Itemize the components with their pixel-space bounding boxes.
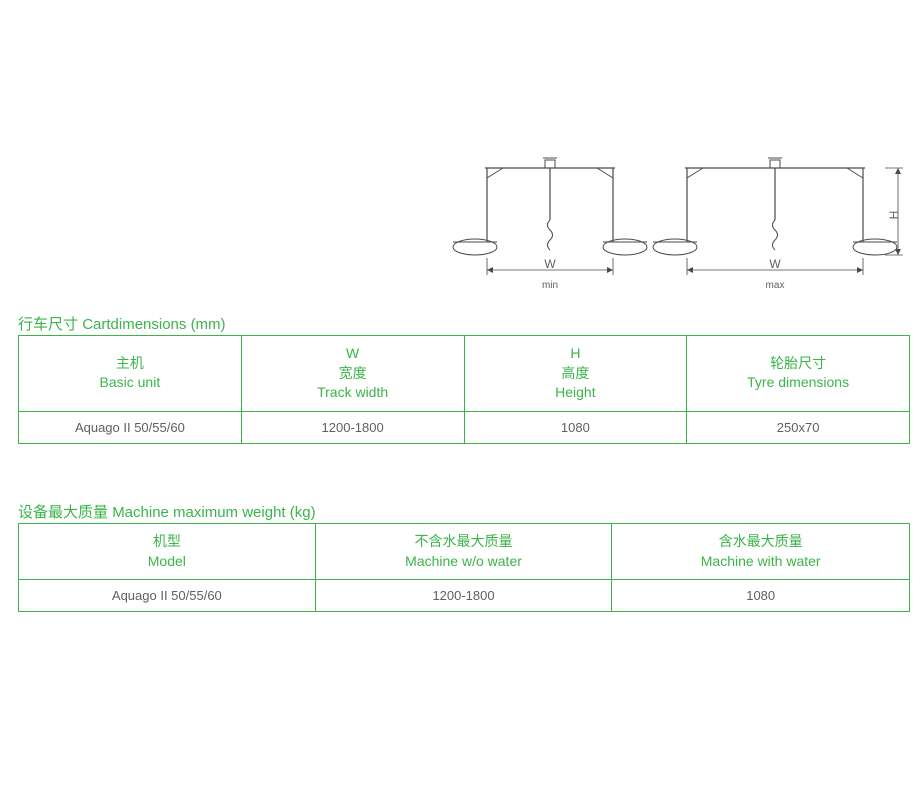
h-label: H bbox=[887, 211, 901, 220]
col-track-width: W 宽度 Track width bbox=[241, 336, 464, 412]
cell: 1080 bbox=[612, 580, 910, 612]
cell: 1080 bbox=[464, 411, 687, 443]
min-label: min bbox=[542, 280, 558, 291]
cart-dimensions-title: 行车尺寸 Cartdimensions (mm) bbox=[18, 313, 226, 334]
cart-min-svg: W min bbox=[453, 158, 647, 291]
title1-cn: 行车尺寸 bbox=[18, 316, 78, 333]
cart-diagram: W min W bbox=[445, 150, 905, 300]
w-label-max: W bbox=[769, 257, 781, 271]
machine-weight-table: 机型 Model 不含水最大质量 Machine w/o water 含水最大质… bbox=[18, 523, 910, 612]
cart-dimensions-table: 主机 Basic unit W 宽度 Track width H 高度 Heig… bbox=[18, 335, 910, 444]
cell: 1200-1800 bbox=[315, 580, 612, 612]
col-wo-water: 不含水最大质量 Machine w/o water bbox=[315, 524, 612, 580]
cell: 250x70 bbox=[687, 411, 910, 443]
table-row: Aquago II 50/55/60 1200-1800 1080 250x70 bbox=[19, 411, 910, 443]
cell: Aquago II 50/55/60 bbox=[19, 580, 316, 612]
cell: 1200-1800 bbox=[241, 411, 464, 443]
col-height: H 高度 Height bbox=[464, 336, 687, 412]
max-label: max bbox=[766, 280, 785, 291]
table-row: Aquago II 50/55/60 1200-1800 1080 bbox=[19, 580, 910, 612]
table-header-row: 机型 Model 不含水最大质量 Machine w/o water 含水最大质… bbox=[19, 524, 910, 580]
w-label-min: W bbox=[544, 257, 556, 271]
cell: Aquago II 50/55/60 bbox=[19, 411, 242, 443]
table-header-row: 主机 Basic unit W 宽度 Track width H 高度 Heig… bbox=[19, 336, 910, 412]
cart-max-svg: W max H bbox=[653, 158, 903, 291]
machine-weight-title: 设备最大质量 Machine maximum weight (kg) bbox=[18, 501, 316, 522]
title2-en: Machine maximum weight (kg) bbox=[112, 504, 315, 521]
title1-en: Cartdimensions (mm) bbox=[82, 316, 225, 333]
col-basic-unit: 主机 Basic unit bbox=[19, 336, 242, 412]
col-with-water: 含水最大质量 Machine with water bbox=[612, 524, 910, 580]
col-model: 机型 Model bbox=[19, 524, 316, 580]
col-tyre: 轮胎尺寸 Tyre dimensions bbox=[687, 336, 910, 412]
title2-cn: 设备最大质量 bbox=[18, 504, 108, 521]
